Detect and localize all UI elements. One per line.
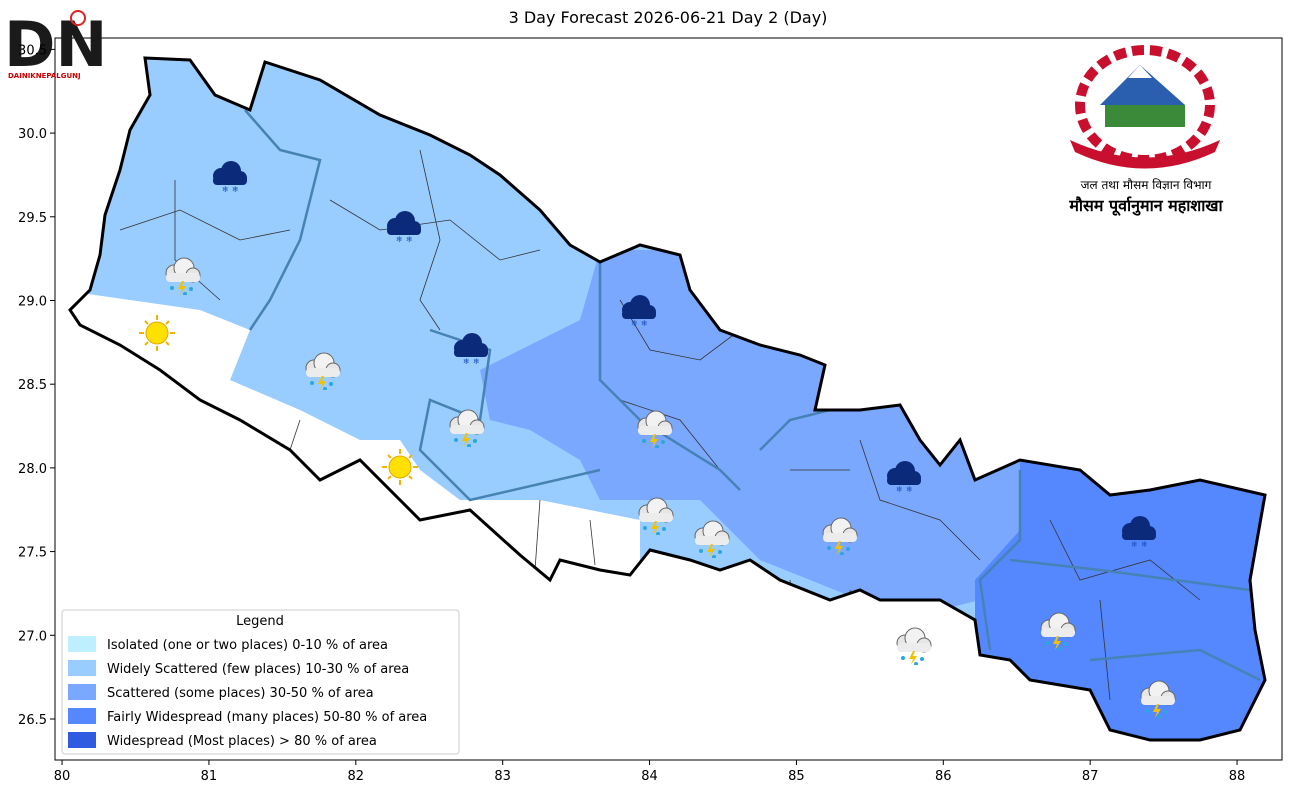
x-tick-label: 83 (494, 769, 511, 784)
x-tick-label: 82 (348, 769, 365, 784)
map-title: 3 Day Forecast 2026-06-21 Day 2 (Day) (509, 8, 828, 27)
legend-swatch (68, 732, 96, 748)
x-tick-label: 84 (641, 769, 658, 784)
region-none (70, 290, 250, 420)
x-tick-label: 88 (1229, 769, 1246, 784)
y-tick-label: 28.5 (18, 378, 47, 393)
y-tick-label: 29.0 (18, 294, 47, 309)
x-tick-label: 85 (788, 769, 805, 784)
legend-title: Legend (236, 614, 284, 629)
y-tick-label: 30.5 (18, 43, 47, 58)
y-tick-label: 30.0 (18, 127, 47, 142)
y-tick-label: 26.5 (18, 713, 47, 728)
legend-label: Scattered (some places) 30-50 % of area (107, 686, 374, 701)
legend-box (61, 609, 460, 755)
y-tick-label: 27.5 (18, 546, 47, 561)
x-tick-label: 87 (1082, 769, 1099, 784)
x-tick-label: 86 (935, 769, 952, 784)
legend-swatch (68, 684, 96, 700)
y-tick-label: 27.0 (18, 629, 47, 644)
y-tick-label: 28.0 (18, 462, 47, 477)
legend-swatch (68, 636, 96, 652)
emblem-division: मौसम पूर्वानुमान महाशाखा (1068, 196, 1223, 216)
axes: 80 81 82 83 84 85 86 87 88 26.5 27.0 27.5 28.0 28.5 29… (18, 43, 1245, 784)
logo-text: DAINIKNEPALGUNJ (8, 72, 81, 80)
legend-swatch (68, 708, 96, 724)
legend-label: Widely Scattered (few places) 10-30 % of… (107, 662, 409, 677)
legend-label: Fairly Widespread (many places) 50-80 % … (107, 710, 427, 725)
emblem: जल तथा मौसम विज्ञान विभाग मौसम पूर्वानुम… (1068, 45, 1224, 216)
x-tick-label: 80 (54, 769, 71, 784)
region-scattered (480, 250, 1030, 610)
province-lines (244, 109, 1261, 682)
legend-label: Isolated (one or two places) 0-10 % of a… (107, 638, 388, 653)
logo-mark: DN (4, 8, 107, 81)
legend-label: Widespread (Most places) > 80 % of area (107, 734, 377, 749)
x-tick-label: 81 (201, 769, 218, 784)
legend-swatch (68, 660, 96, 676)
legend: Legend Isolated (one or two places) 0-10… (61, 609, 460, 755)
plot-frame (54, 37, 1283, 761)
emblem-department: जल तथा मौसम विज्ञान विभाग (1081, 178, 1212, 192)
logo: DN DAINIKNEPALGUNJ (4, 8, 107, 81)
y-tick-label: 29.5 (18, 211, 47, 226)
